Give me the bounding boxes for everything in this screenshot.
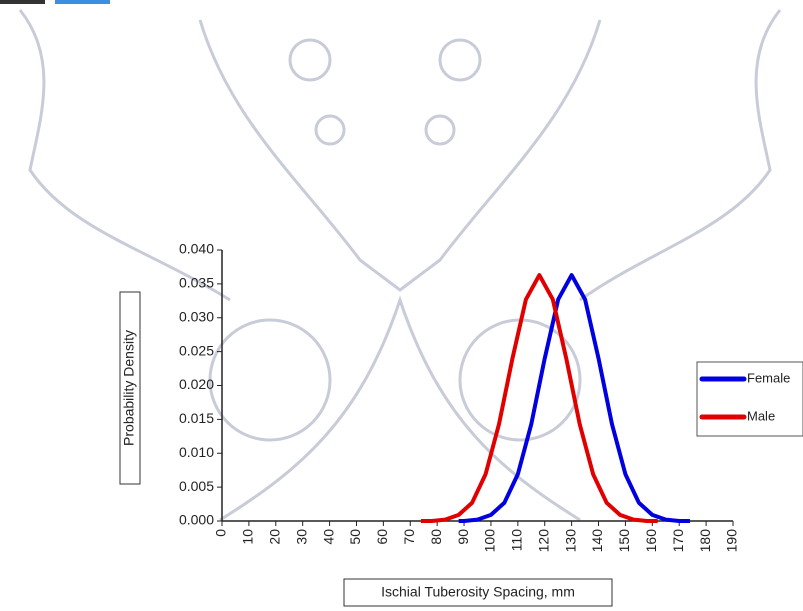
y-tick-label: 0.000 — [179, 512, 214, 528]
x-tick-label: 130 — [562, 529, 578, 553]
x-tick-label: 70 — [401, 529, 417, 545]
x-tick-label: 90 — [455, 529, 471, 545]
y-tick-label: 0.010 — [179, 444, 214, 460]
x-tick-label: 120 — [535, 529, 551, 553]
x-tick-label: 180 — [697, 529, 713, 553]
y-tick-label: 0.015 — [179, 410, 214, 426]
x-tick-label: 40 — [320, 529, 336, 545]
x-tick-label: 170 — [670, 529, 686, 553]
x-tick-label: 140 — [589, 529, 605, 553]
window-edge — [55, 0, 110, 4]
legend-frame — [696, 361, 803, 437]
x-axis-title: Ischial Tuberosity Spacing, mm — [381, 584, 575, 600]
window-edge — [0, 0, 45, 4]
x-tick-label: 160 — [643, 529, 659, 553]
x-tick-label: 30 — [293, 529, 309, 545]
x-tick-label: 100 — [482, 529, 498, 553]
y-tick-label: 0.030 — [179, 308, 214, 324]
x-tick-label: 60 — [374, 529, 390, 545]
y-axis-title-frame — [119, 291, 141, 485]
x-tick-label: 190 — [724, 529, 740, 553]
y-axis-title: Probability Density — [121, 330, 137, 446]
x-tick-label: 20 — [266, 529, 282, 545]
x-axis-title-box: Ischial Tuberosity Spacing, mm — [343, 578, 613, 607]
x-tick-label: 0 — [213, 529, 229, 537]
y-tick-label: 0.020 — [179, 376, 214, 392]
y-tick-label: 0.005 — [179, 478, 214, 494]
legend: Female Male — [696, 361, 803, 437]
series-line — [458, 273, 690, 523]
y-axis-title-box: Probability Density — [119, 291, 141, 485]
legend-label: Female — [747, 370, 790, 385]
y-tick-label: 0.025 — [179, 342, 214, 358]
x-tick-label: 10 — [240, 529, 256, 545]
x-tick-label: 50 — [347, 529, 363, 545]
x-tick-label: 80 — [428, 529, 444, 545]
x-tick-label: 110 — [509, 529, 525, 552]
series-line — [421, 273, 658, 523]
y-tick-label: 0.040 — [179, 241, 214, 257]
x-axis-title-frame — [343, 578, 613, 607]
x-tick-label: 150 — [616, 529, 632, 553]
y-tick-label: 0.035 — [179, 275, 214, 291]
legend-label: Male — [747, 408, 775, 423]
